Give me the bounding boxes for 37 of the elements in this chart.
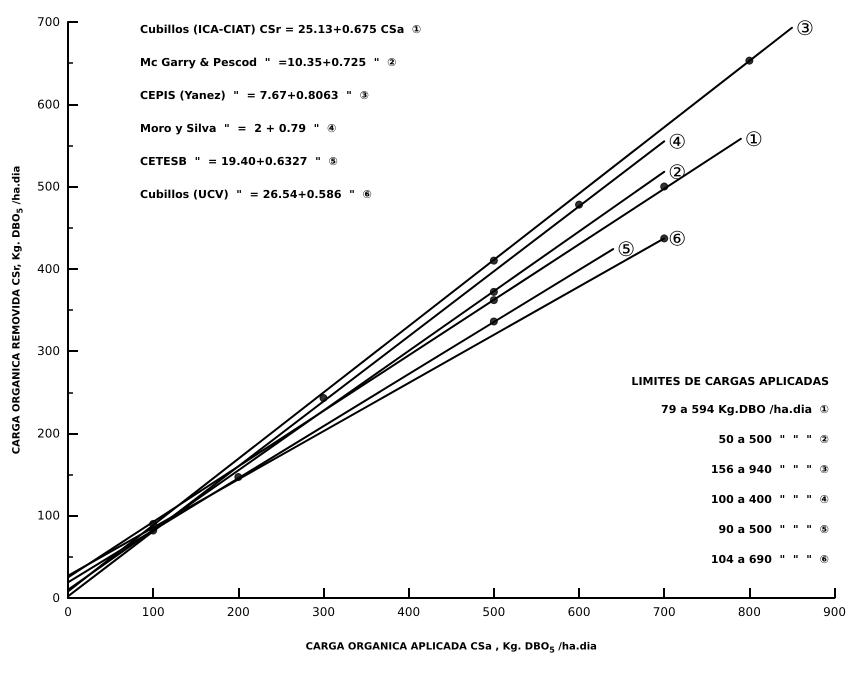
x-tick-label: 400 (397, 605, 420, 619)
annotation: 156 a 940 " " " ③ (710, 463, 830, 476)
annotation: 104 a 690 " " " ⑥ (710, 553, 830, 566)
x-tick-label: 800 (738, 605, 761, 619)
y-tick-label: 400 (37, 262, 60, 276)
annotation: 79 a 594 Kg.DBO /ha.dia ① (661, 403, 830, 416)
series-label: ① (744, 126, 763, 151)
annotation: CEPIS (Yanez) " = 7.67+0.8063 " ③ (140, 89, 369, 102)
annotation: 100 a 400 " " " ④ (710, 493, 830, 506)
x-tick-label: 0 (64, 605, 72, 619)
y-tick-label: 0 (52, 591, 60, 605)
series-label: ③ (796, 16, 814, 40)
y-tick-label: 700 (37, 15, 60, 29)
annotation: LIMITES DE CARGAS APLICADAS (631, 375, 830, 388)
x-tick-label: 900 (823, 605, 846, 619)
annotation: CETESB " = 19.40+0.6327 " ⑤ (140, 155, 338, 168)
annotation: Moro y Silva " = 2 + 0.79 " ④ (140, 122, 336, 135)
y-tick-label: 500 (37, 180, 60, 194)
y-tick-label: 600 (37, 97, 60, 112)
series-label: ⑤ (617, 237, 636, 262)
annotation: 50 a 500 " " " ② (718, 433, 830, 446)
series-label: ⑥ (668, 226, 686, 250)
y-axis-title: CARGA ORGANICA REMOVIDA CSr, Kg. DBO5 /ha.dia (12, 166, 24, 454)
y-tick-label: 300 (37, 344, 60, 358)
x-tick-label: 600 (568, 605, 590, 619)
series-label: ④ (668, 129, 686, 154)
annotation: Cubillos (UCV) " = 26.54+0.586 " ⑥ (140, 188, 372, 201)
y-tick-label: 200 (37, 426, 60, 440)
annotation: Mc Garry & Pescod " =10.35+0.725 " ② (140, 56, 396, 69)
x-tick-label: 200 (226, 605, 250, 619)
x-tick-label: 300 (312, 605, 335, 619)
x-tick-label: 100 (142, 605, 165, 619)
x-tick-label: 500 (482, 605, 506, 619)
annotation: Cubillos (ICA-CIAT) CSr = 25.13+0.675 CSa ① (140, 23, 422, 36)
y-tick-label: 100 (37, 508, 60, 523)
annotation: 90 a 500 " " " ⑤ (718, 523, 830, 536)
x-tick-label: 700 (652, 605, 676, 619)
